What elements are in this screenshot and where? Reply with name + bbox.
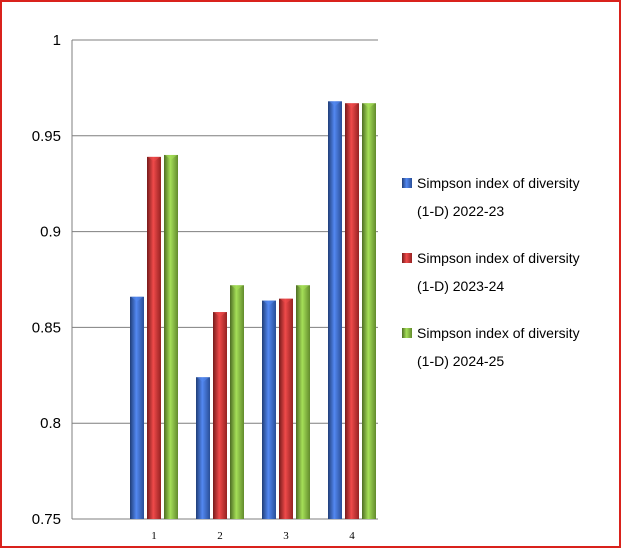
bar bbox=[296, 285, 310, 519]
legend-swatch bbox=[402, 178, 412, 188]
bar bbox=[213, 312, 227, 519]
legend-label: (1-D) 2022-23 bbox=[417, 203, 504, 219]
legend-label: (1-D) 2024-25 bbox=[417, 353, 504, 369]
bar-cap bbox=[231, 285, 243, 291]
y-tick-label: 0.9 bbox=[40, 224, 61, 241]
bar-cap bbox=[329, 101, 341, 107]
y-tick-label: 1 bbox=[53, 32, 61, 49]
legend-swatch bbox=[402, 328, 412, 338]
bar bbox=[147, 156, 161, 519]
x-tick-label: 4 bbox=[349, 530, 355, 542]
bar bbox=[130, 296, 144, 519]
y-tick-label: 0.75 bbox=[32, 511, 61, 528]
bar bbox=[230, 285, 244, 519]
x-tick-label: 2 bbox=[217, 530, 223, 542]
bar-cap bbox=[197, 377, 209, 383]
x-tick-label: 3 bbox=[283, 530, 289, 542]
y-tick-label: 0.95 bbox=[32, 128, 61, 145]
bar-cap bbox=[263, 300, 275, 306]
bar-cap bbox=[131, 296, 143, 302]
bar bbox=[196, 377, 210, 519]
bar-cap bbox=[148, 156, 160, 162]
y-tick-label: 0.85 bbox=[32, 319, 61, 336]
bar-cap bbox=[214, 312, 226, 318]
bar bbox=[279, 298, 293, 519]
legend-label: Simpson index of diversity bbox=[417, 325, 580, 341]
x-tick-label: 1 bbox=[151, 530, 157, 542]
bar-cap bbox=[363, 103, 375, 109]
bar bbox=[164, 154, 178, 519]
bar bbox=[262, 300, 276, 519]
bar bbox=[345, 103, 359, 519]
bar bbox=[362, 103, 376, 519]
bar bbox=[328, 101, 342, 519]
y-tick-label: 0.8 bbox=[40, 415, 61, 432]
bar-cap bbox=[280, 298, 292, 304]
bar-cap bbox=[165, 154, 177, 160]
bar-cap bbox=[297, 285, 309, 291]
legend-swatch bbox=[402, 253, 412, 263]
legend-label: (1-D) 2023-24 bbox=[417, 278, 504, 294]
bar-cap bbox=[346, 103, 358, 109]
legend-label: Simpson index of diversity bbox=[417, 175, 580, 191]
legend-label: Simpson index of diversity bbox=[417, 250, 580, 266]
